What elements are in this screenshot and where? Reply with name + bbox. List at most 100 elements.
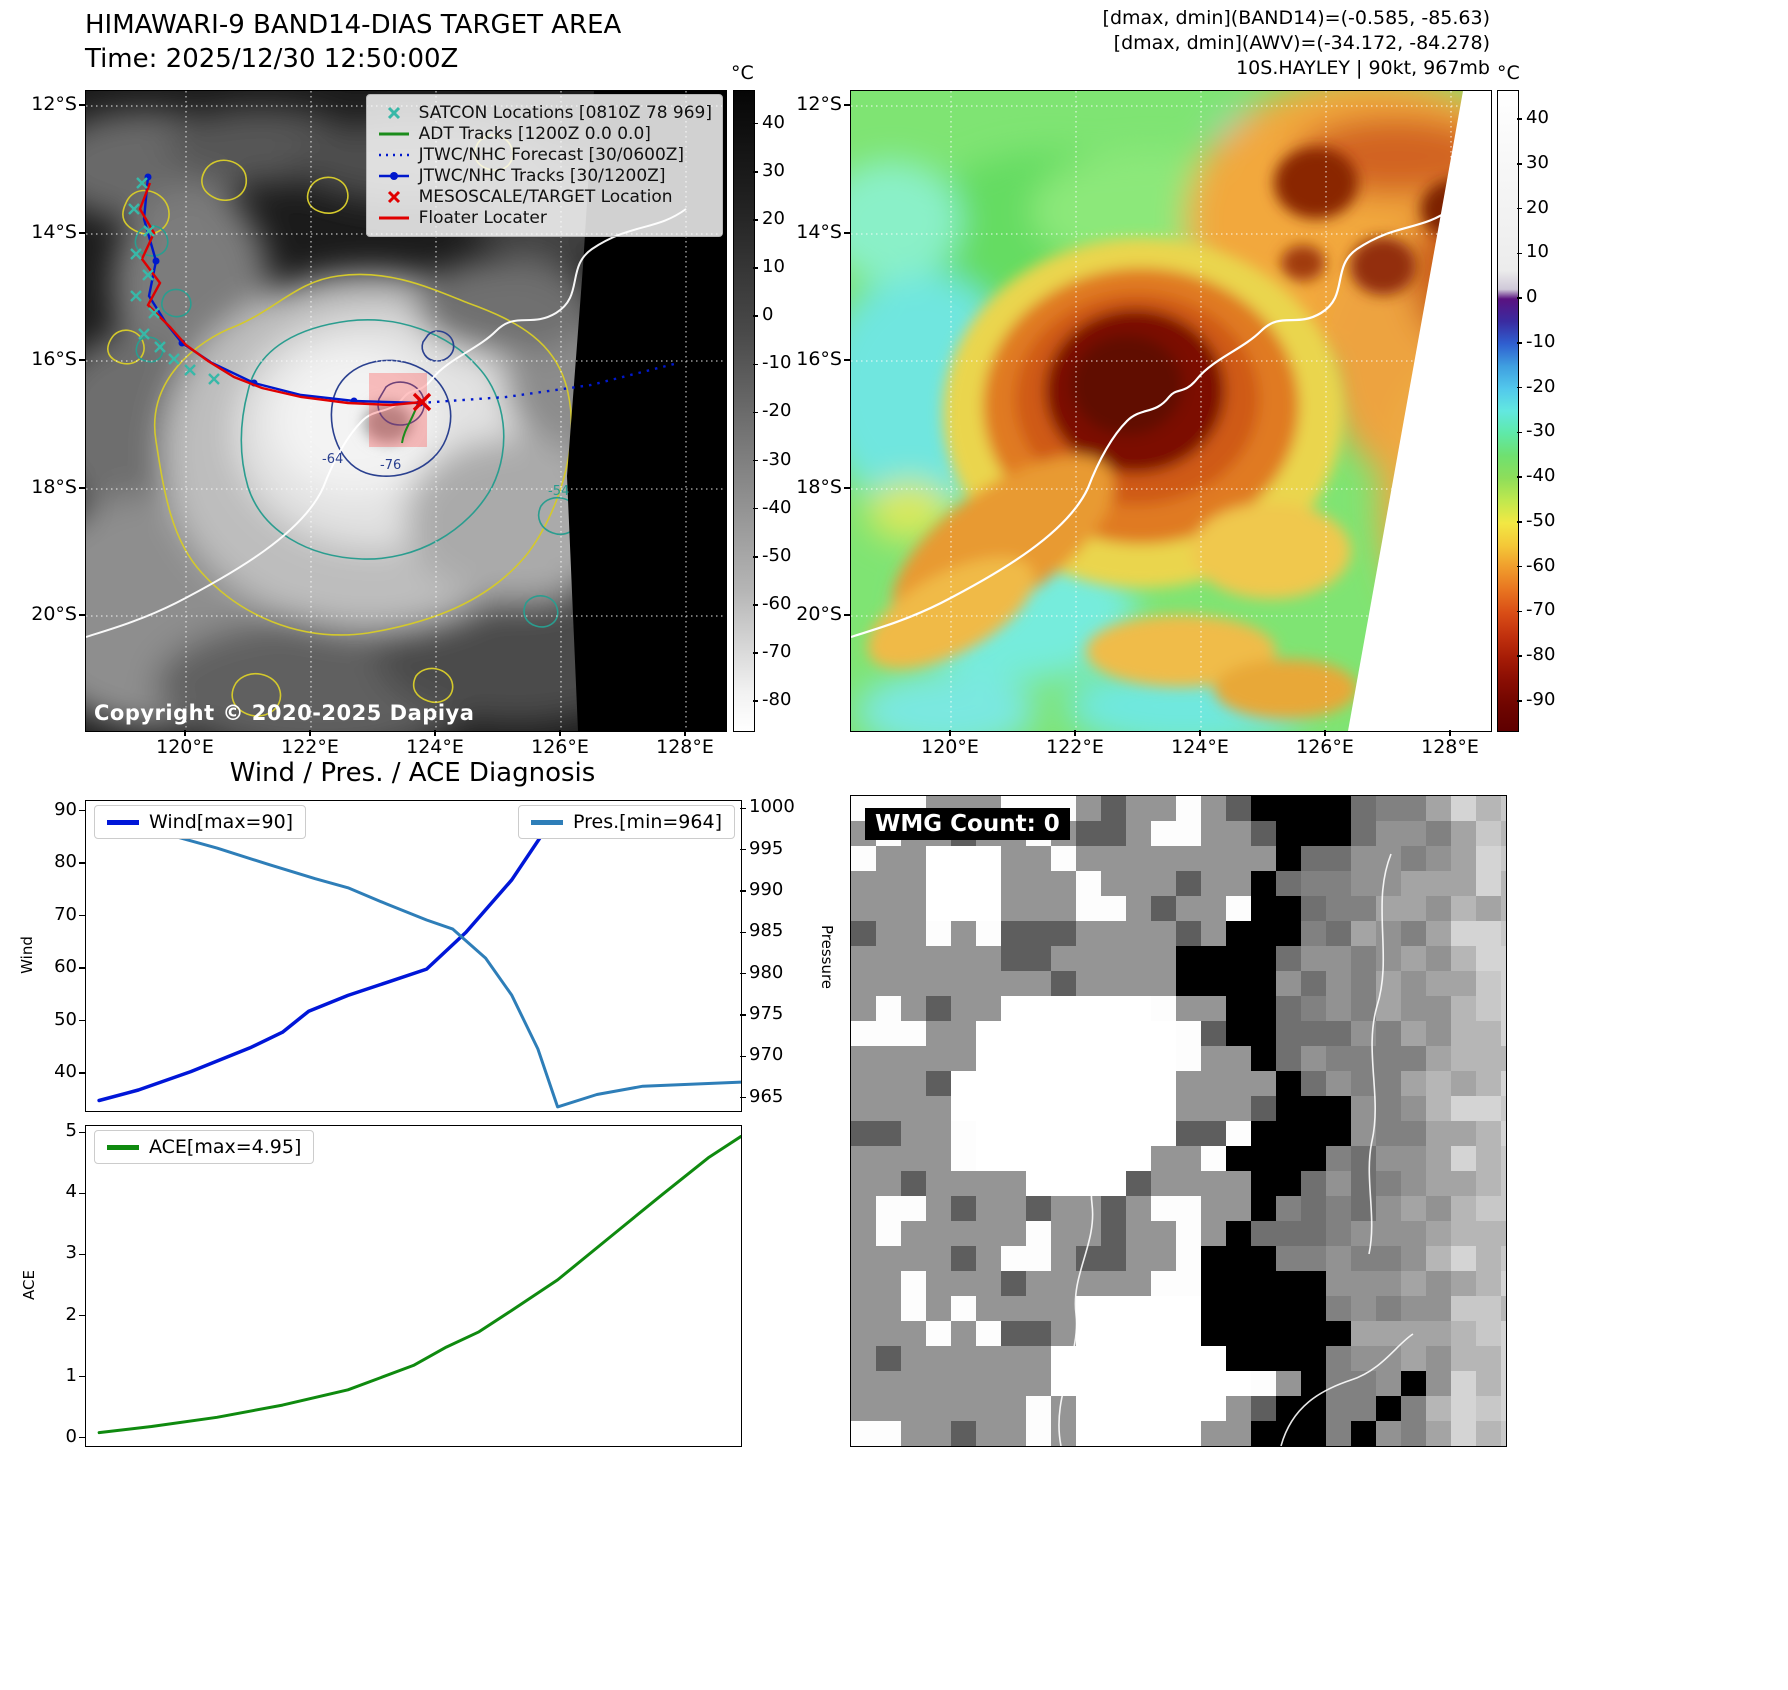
y-tick-label: 4: [65, 1181, 77, 1203]
y-tick-label: 975: [749, 1002, 784, 1024]
legend-item: MESOSCALE/TARGET Location: [377, 187, 712, 207]
chart-legend: Pres.[min=964]: [518, 805, 735, 839]
contours-yellow: [107, 134, 573, 717]
x-tick: [559, 730, 561, 736]
panel1-title: HIMAWARI-9 BAND14-DIAS TARGET AREA Time:…: [85, 8, 621, 76]
colorbar-unit: °C: [731, 62, 754, 84]
colorbar-unit: °C: [1497, 62, 1520, 84]
colorbar-tick: [753, 315, 758, 317]
coastline: [851, 208, 1452, 639]
x-tick: [1324, 730, 1326, 736]
x-marker-icon: [387, 190, 400, 204]
x-tick: [684, 730, 686, 736]
legend-item: SATCON Locations [0810Z 78 969]: [377, 103, 712, 123]
y-tick: [79, 359, 85, 361]
grayscale-colorbar: [733, 90, 755, 732]
y-tick: [740, 1014, 746, 1016]
y-tick: [740, 890, 746, 892]
dmax-dmin-awv: [dmax, dmin](AWV)=(-34.172, -84.278): [1113, 32, 1490, 54]
y-tick-label: 965: [749, 1085, 784, 1107]
legend-label: SATCON Locations [0810Z 78 969]: [418, 103, 712, 123]
y-tick-label: 970: [749, 1044, 784, 1066]
contour-label: -54: [548, 484, 569, 499]
colorbar-tick: [1517, 297, 1522, 299]
forecast-track: [419, 361, 679, 405]
band14-map-panel: -64 -76 -54 SATCON Locations [0810Z 78 9…: [85, 90, 727, 732]
y-tick: [844, 232, 850, 234]
y-tick: [79, 104, 85, 106]
x-tick-label: 120°E: [921, 736, 979, 758]
line-marker-icon: [378, 216, 409, 220]
x-tick: [184, 730, 186, 736]
colorbar-tick: [753, 411, 758, 414]
colorbar-tick-label: -90: [1526, 688, 1556, 710]
pressure-axis-label: Pressure: [818, 924, 837, 990]
y-tick: [740, 1096, 746, 1099]
colorbar-tick: [1517, 610, 1522, 613]
colorbar-tick: [1517, 252, 1522, 255]
x-tick-label: 126°E: [1296, 736, 1354, 758]
y-tick: [79, 1192, 85, 1195]
y-tick-label: 0: [65, 1425, 77, 1447]
y-tick: [79, 1436, 85, 1439]
y-tick: [740, 807, 746, 810]
wind-pressure-plot: [97, 807, 741, 1109]
coastline: [1368, 853, 1392, 1255]
colorbar-tick-label: -70: [1526, 599, 1556, 621]
colorbar-tick: [1517, 655, 1522, 657]
panel2-header: [dmax, dmin](BAND14)=(-0.585, -85.63) [d…: [1000, 6, 1490, 81]
colorbar-tick: [753, 219, 758, 221]
colorbar-tick: [753, 267, 758, 269]
y-tick: [844, 359, 850, 361]
colorbar-tick: [753, 556, 758, 558]
legend-line-sample: [531, 819, 563, 825]
colorbar-tick: [1517, 342, 1522, 344]
colorbar-tick-label: -20: [1526, 375, 1556, 397]
y-tick: [79, 967, 85, 969]
line-dot-marker-icon: [378, 172, 409, 180]
dotted-marker-icon: [378, 153, 409, 157]
panel1-title-text: HIMAWARI-9 BAND14-DIAS TARGET AREA: [85, 10, 622, 40]
colorbar-tick-label: 20: [1526, 196, 1549, 218]
colorbar-tick: [753, 604, 758, 606]
colorbar-tick: [1517, 521, 1522, 523]
awv-satellite-image: [851, 91, 1491, 731]
y-tick: [844, 104, 850, 106]
colorbar-tick: [1517, 163, 1522, 165]
legend-label: Pres.[min=964]: [573, 811, 722, 833]
colorbar-tick-label: -30: [1526, 420, 1556, 442]
colorbar-tick: [753, 507, 758, 510]
y-tick-label: 990: [749, 878, 784, 900]
y-tick: [79, 1019, 85, 1022]
x-tick-label: 124°E: [1171, 736, 1229, 758]
y-tick-label: 2: [65, 1303, 77, 1325]
wmg-pixel-map: [851, 796, 1506, 1446]
y-tick-label: 3: [65, 1242, 77, 1264]
y-tick: [740, 972, 746, 975]
y-tick-label: 985: [749, 920, 784, 942]
y-tick-label: 12°S: [796, 93, 842, 115]
colorbar-tick-label: 30: [1526, 151, 1549, 173]
legend-item: Floater Locater: [377, 208, 712, 228]
colorbar-tick-label: -50: [1526, 509, 1556, 531]
colorbar-tick: [1517, 118, 1522, 120]
series-line: [97, 1134, 741, 1435]
colorbar-tick: [753, 363, 758, 366]
x-tick-label: 122°E: [281, 736, 339, 758]
colorbar-tick-label: 40: [762, 111, 785, 133]
y-tick: [79, 809, 85, 812]
y-tick: [740, 931, 746, 934]
y-tick-label: 16°S: [796, 348, 842, 370]
y-tick: [844, 487, 850, 489]
colorbar-tick-label: -30: [762, 448, 792, 470]
colorbar-tick: [753, 652, 758, 654]
y-tick-label: 40: [54, 1061, 77, 1083]
y-tick-label: 80: [54, 851, 77, 873]
colorbar-tick: [1517, 565, 1522, 568]
colorbar-tick-label: -40: [762, 496, 792, 518]
coastline: [1280, 1333, 1414, 1446]
map-legend: SATCON Locations [0810Z 78 969] ADT Track…: [365, 94, 723, 237]
y-tick-label: 5: [65, 1120, 77, 1142]
x-tick-label: 122°E: [1046, 736, 1104, 758]
color-scale-colorbar: [1497, 90, 1519, 732]
